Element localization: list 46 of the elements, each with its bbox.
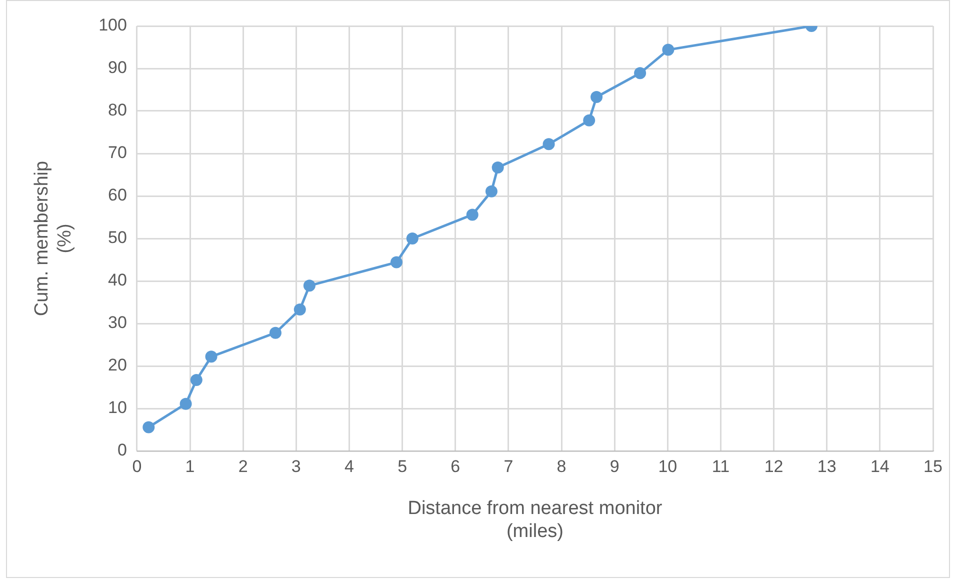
y-axis-title: Cum. membership (%) <box>32 160 76 316</box>
x-tick-label: 9 <box>610 456 620 476</box>
x-tick-label: 10 <box>658 456 678 476</box>
point <box>492 162 504 174</box>
y-tick-label: 20 <box>108 356 127 375</box>
y-tick-label: 60 <box>108 186 127 205</box>
y-tick-label: 40 <box>108 270 127 290</box>
x-tick-label: 1 <box>185 456 195 476</box>
x-tick-label: 13 <box>817 456 836 476</box>
y-tick-label: 50 <box>108 228 127 248</box>
x-tick-label: 4 <box>344 456 354 476</box>
point <box>583 114 596 126</box>
y-tick-label: 90 <box>108 58 127 78</box>
x-tick-label: 7 <box>504 456 514 476</box>
y-tick-label: 80 <box>108 100 127 120</box>
x-tick-label: 14 <box>870 456 890 476</box>
point <box>662 44 674 56</box>
x-tick-label: 0 <box>132 456 142 476</box>
point <box>180 398 192 410</box>
point <box>294 303 306 316</box>
point <box>269 326 282 339</box>
y-tick-label: 70 <box>108 143 127 162</box>
x-tick-label: 11 <box>712 456 730 476</box>
point <box>406 232 418 244</box>
point <box>634 67 646 80</box>
point <box>466 208 478 221</box>
y-tick-label: 0 <box>117 440 127 460</box>
x-tick-label: 3 <box>291 456 301 476</box>
x-tick-label: 12 <box>764 456 784 476</box>
point <box>303 280 316 292</box>
point <box>485 185 498 198</box>
point <box>590 90 603 103</box>
x-tick-label: 5 <box>398 456 408 476</box>
x-axis-title: Distance from nearest monitor (miles) <box>408 498 663 542</box>
y-tick-label: 10 <box>108 398 127 418</box>
point <box>190 374 202 386</box>
point <box>390 256 402 268</box>
x-tick-label: 2 <box>238 456 248 476</box>
point <box>142 421 155 434</box>
x-tick-label: 6 <box>450 456 460 476</box>
x-tick-label: 8 <box>556 456 566 476</box>
y-tick-label: 30 <box>108 313 127 332</box>
point <box>205 350 218 363</box>
y-tick-label: 100 <box>98 16 127 35</box>
point <box>542 138 555 150</box>
x-tick-label: 15 <box>924 456 942 476</box>
